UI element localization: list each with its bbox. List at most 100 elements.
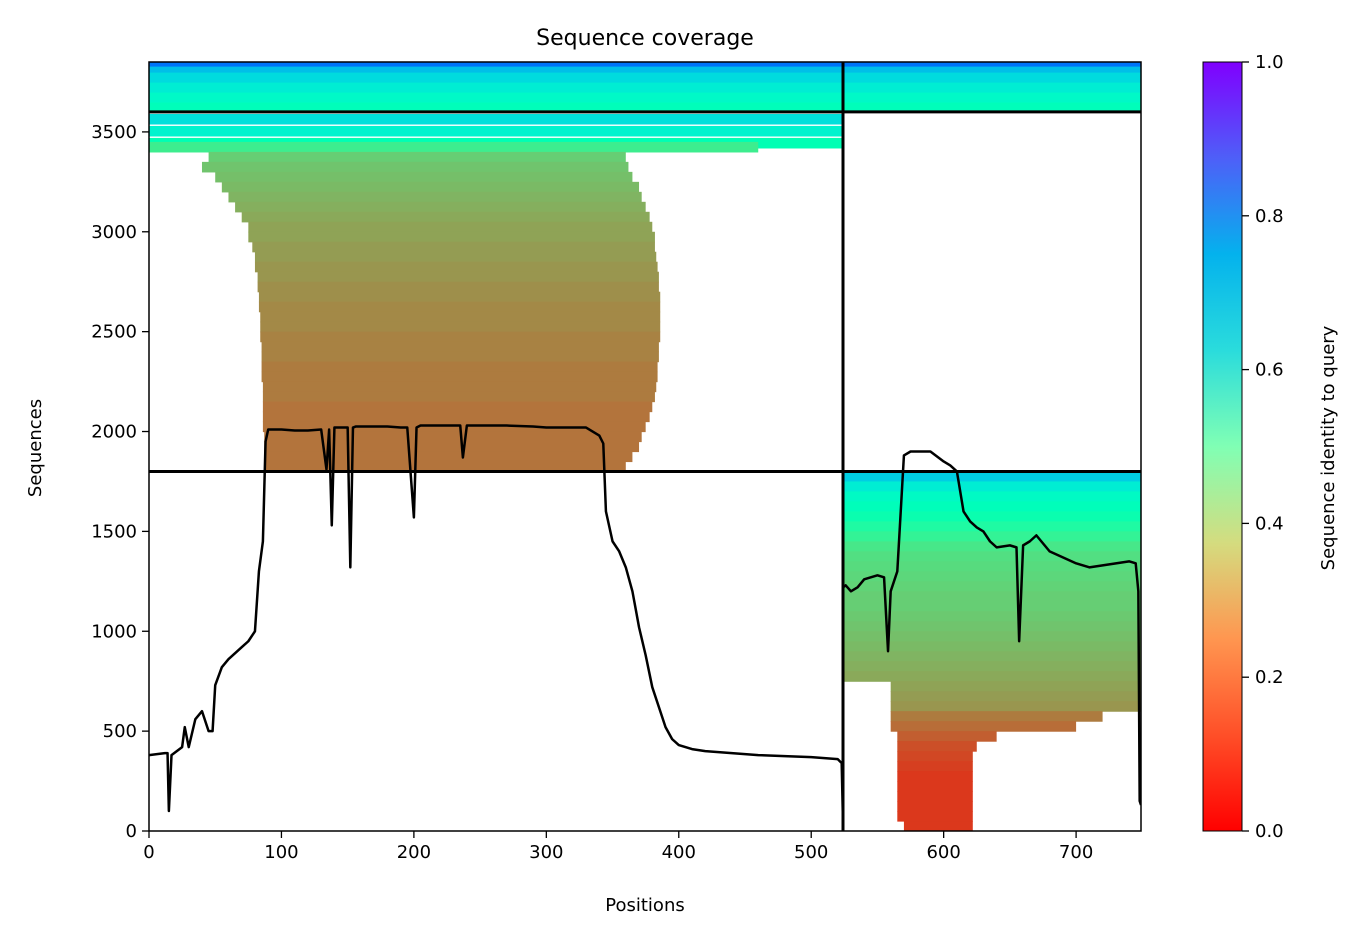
heatmap-row xyxy=(215,171,633,183)
heatmap-row xyxy=(258,301,661,313)
y-axis: 0 500 1000 1500 2000 2500 3000 3500 xyxy=(91,122,149,842)
heatmap-row xyxy=(843,471,1141,483)
heatmap-row xyxy=(843,611,1141,622)
heatmap-row xyxy=(261,361,658,373)
heatmap-row xyxy=(843,491,1141,503)
y-tick-label: 2000 xyxy=(91,422,137,443)
heatmap-row xyxy=(248,221,653,233)
heatmap-row xyxy=(843,641,1141,652)
colorbar-tick-label: 0.6 xyxy=(1255,360,1284,381)
heatmap-row xyxy=(262,421,646,433)
heatmap-row xyxy=(843,521,1141,532)
heatmap-row xyxy=(890,701,1141,712)
coverage-heatmap xyxy=(149,62,1141,831)
heatmap-row xyxy=(149,81,844,93)
heatmap-row xyxy=(264,441,640,453)
heatmap-row xyxy=(843,601,1141,612)
heatmap-row xyxy=(890,691,1141,702)
heatmap-row xyxy=(897,751,973,762)
y-tick-label: 3500 xyxy=(91,122,137,143)
chart-title: Sequence coverage xyxy=(536,26,754,51)
heatmap-row xyxy=(208,151,626,163)
heatmap-row xyxy=(903,821,973,831)
heatmap-row xyxy=(843,62,1141,67)
heatmap-row xyxy=(254,251,657,263)
heatmap-row xyxy=(257,281,659,293)
y-tick-label: 0 xyxy=(126,821,137,842)
heatmap-row xyxy=(843,541,1141,552)
x-tick-label: 400 xyxy=(662,842,696,863)
heatmap-row xyxy=(897,771,973,782)
y-tick-label: 3000 xyxy=(91,222,137,243)
y-tick-label: 1500 xyxy=(91,521,137,542)
x-axis: 0 100 200 300 400 500 600 700 xyxy=(143,831,1093,863)
heatmap-row xyxy=(149,125,844,137)
colorbar-tick-label: 0.0 xyxy=(1255,821,1284,842)
heatmap-row xyxy=(260,331,661,343)
heatmap-row xyxy=(149,113,844,125)
colorbar-label: Sequence identity to query xyxy=(1318,325,1339,570)
heatmap-row xyxy=(264,461,626,473)
heatmap-row xyxy=(843,62,1141,73)
colorbar-tick-label: 1.0 xyxy=(1255,52,1284,73)
y-tick-label: 1000 xyxy=(91,621,137,642)
heatmap-row xyxy=(843,561,1141,572)
heatmap-row xyxy=(897,811,973,822)
heatmap-row xyxy=(261,341,659,353)
heatmap-row xyxy=(843,631,1141,642)
heatmap-row xyxy=(843,501,1141,513)
heatmap-row xyxy=(897,731,997,742)
heatmap-row xyxy=(241,211,650,223)
heatmap-row xyxy=(149,71,844,83)
heatmap-row xyxy=(897,791,973,802)
heatmap-row xyxy=(228,191,642,203)
heatmap-row xyxy=(843,671,1141,682)
heatmap-row xyxy=(890,721,1077,732)
heatmap-row xyxy=(201,161,629,173)
heatmap-row xyxy=(261,371,658,383)
heatmap-row xyxy=(254,261,658,273)
colorbar-tick-label: 0.4 xyxy=(1255,513,1284,534)
heatmap-row xyxy=(260,311,661,323)
heatmap-row xyxy=(149,62,844,67)
heatmap-row xyxy=(235,201,646,213)
heatmap-row xyxy=(258,291,661,303)
heatmap-row xyxy=(257,271,659,283)
heatmap-row xyxy=(843,481,1141,493)
heatmap-row xyxy=(843,591,1141,602)
heatmap-row xyxy=(221,181,640,193)
heatmap-row xyxy=(262,401,653,413)
colorbar-tick-label: 0.8 xyxy=(1255,206,1284,227)
x-tick-label: 200 xyxy=(397,842,431,863)
heatmap-row xyxy=(262,391,655,403)
y-axis-label: Sequences xyxy=(25,399,46,497)
x-tick-label: 300 xyxy=(529,842,563,863)
heatmap-row xyxy=(843,91,1141,103)
heatmap-row xyxy=(897,741,977,752)
heatmap-row xyxy=(264,431,642,443)
colorbar-axis: 0.0 0.2 0.4 0.6 0.8 1.0 xyxy=(1242,52,1284,842)
heatmap-row xyxy=(843,661,1141,672)
heatmap-row xyxy=(149,62,844,73)
x-axis-label: Positions xyxy=(605,895,684,916)
heatmap-row xyxy=(260,321,661,333)
plot-frame xyxy=(148,61,1142,832)
heatmap-row xyxy=(843,101,1141,113)
heatmap-row xyxy=(843,531,1141,542)
heatmap-row xyxy=(897,801,973,812)
heatmap-row xyxy=(843,81,1141,93)
heatmap-row xyxy=(843,71,1141,83)
block-boundaries xyxy=(149,62,1141,831)
heatmap-row xyxy=(262,411,650,423)
heatmap-row xyxy=(264,451,633,463)
heatmap-row xyxy=(843,651,1141,662)
coverage-line-chain-a xyxy=(149,424,845,824)
colorbar-tick-label: 0.2 xyxy=(1255,667,1284,688)
heatmap-row xyxy=(843,621,1141,632)
y-tick-label: 2500 xyxy=(91,322,137,343)
heatmap-row xyxy=(843,581,1141,592)
heatmap-row xyxy=(252,241,655,253)
heatmap-row xyxy=(149,101,844,113)
colorbar xyxy=(1202,61,1243,832)
